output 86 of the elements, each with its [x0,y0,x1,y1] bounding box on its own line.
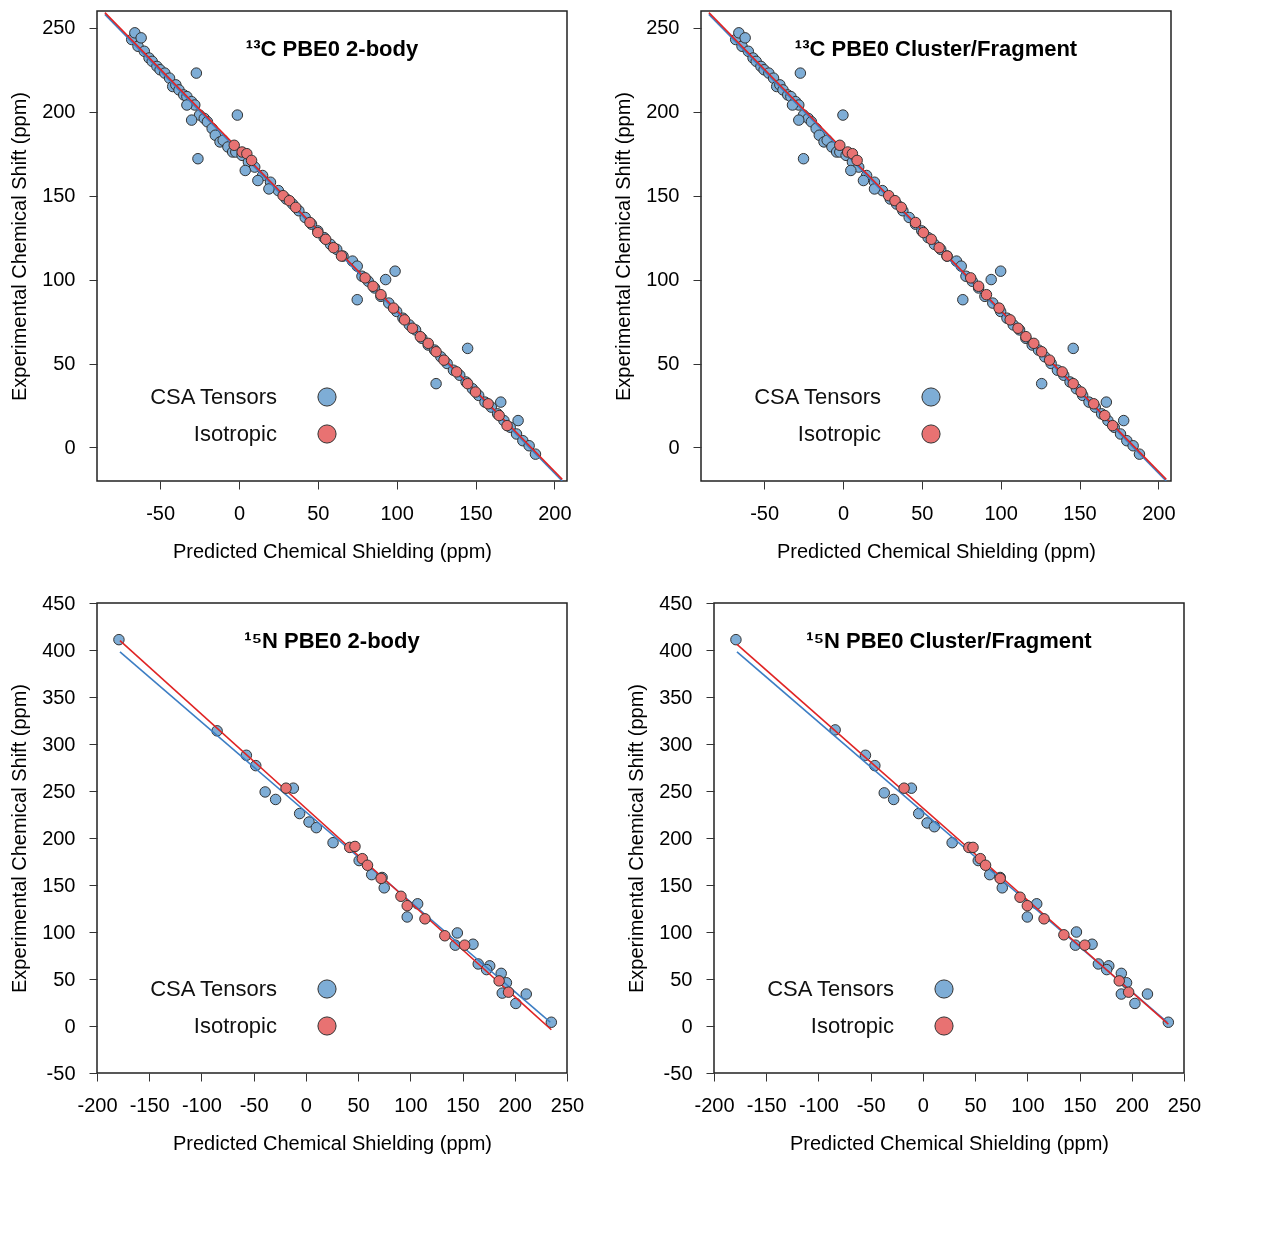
y-tick-label: 400 [659,638,693,661]
legend-label: CSA Tensors [754,384,881,409]
y-tick-label: 350 [659,685,693,708]
y-tick-label: -50 [46,1061,76,1084]
y-tick-label: 0 [64,435,76,458]
legend-label: Isotropic [810,1013,894,1038]
x-tick-label: 0 [837,501,850,524]
text: ¹⁵N PBE0 2-body [244,628,421,653]
x-tick-label: -50 [750,501,780,524]
y-tick-label: 50 [657,352,680,374]
x-tick-label: 150 [446,1093,480,1116]
y-tick-label: 300 [659,732,693,755]
y-tick-label: 100 [42,920,76,943]
x-tick-label: 50 [307,501,330,524]
x-tick-label: 200 [538,501,572,524]
x-tick-label: 150 [1063,1093,1097,1116]
y-tick-label: 300 [42,732,76,755]
y-tick-label: 100 [42,268,76,291]
y-tick-label: 450 [659,591,693,614]
legend-label: Isotropic [797,421,881,446]
x-tick-label: 150 [459,501,493,524]
y-tick-label: 0 [681,1014,693,1037]
x-tick-label: 200 [498,1093,532,1116]
x-tick-label: 0 [233,501,246,524]
x-axis-title: Predicted Chemical Shielding (ppm) [172,539,493,562]
x-tick-label: 200 [1115,1093,1149,1116]
x-tick-label: 150 [1063,501,1097,524]
x-tick-label: -200 [694,1093,735,1116]
y-tick-label: 150 [659,873,693,896]
y-tick-label: 100 [659,920,693,943]
x-tick-label: 200 [1142,501,1176,524]
y-tick-label: 150 [646,184,680,207]
x-tick-label: 50 [911,501,934,524]
x-tick-label: 100 [984,501,1018,524]
y-tick-label: -50 [663,1061,693,1084]
y-tick-label: 50 [670,967,693,990]
x-axis-title: Predicted Chemical Shielding (ppm) [172,1131,493,1154]
x-axis-title: Predicted Chemical Shielding (ppm) [789,1131,1110,1154]
y-axis-title: Experimental Chemical Shift (ppm) [8,684,31,993]
y-tick-label: 150 [42,184,76,207]
y-tick-label: 400 [42,638,76,661]
y-axis-title: Experimental Chemical Shift (ppm) [8,92,31,401]
x-tick-label: -200 [77,1093,118,1116]
x-tick-label: -50 [146,501,176,524]
x-tick-label: -100 [798,1093,839,1116]
y-tick-label: 200 [42,100,76,123]
legend-label: CSA Tensors [150,384,277,409]
y-tick-label: 150 [42,873,76,896]
y-tick-label: 0 [64,1014,76,1037]
x-tick-label: -150 [129,1093,170,1116]
y-tick-label: 450 [42,591,76,614]
y-tick-label: 250 [42,16,76,39]
x-tick-label: -150 [746,1093,787,1116]
text: ¹³C PBE0 Cluster/Fragment [794,36,1078,61]
x-tick-label: 100 [380,501,414,524]
legend-label: CSA Tensors [150,976,277,1001]
text: ¹⁵N PBE0 Cluster/Fragment [806,628,1093,653]
x-tick-label: 50 [347,1093,370,1116]
x-tick-label: 0 [917,1093,929,1116]
y-tick-label: 200 [646,100,680,123]
y-tick-label: 0 [668,435,680,458]
y-axis-title: Experimental Chemical Shift (ppm) [625,684,648,993]
x-tick-label: -50 [856,1093,886,1116]
x-tick-label: 100 [1011,1093,1045,1116]
y-tick-label: 200 [42,826,76,849]
legend-label: CSA Tensors [767,976,894,1001]
y-tick-label: 50 [53,967,76,990]
x-tick-label: 0 [300,1093,312,1116]
y-tick-label: 100 [646,268,680,291]
text: ¹³C PBE0 2-body [245,36,419,61]
y-tick-label: 200 [659,826,693,849]
x-tick-label: 100 [394,1093,428,1116]
x-axis-title: Predicted Chemical Shielding (ppm) [776,539,1097,562]
x-tick-label: -50 [239,1093,269,1116]
x-tick-label: 50 [964,1093,987,1116]
legend-label: Isotropic [193,421,277,446]
y-tick-label: 250 [659,779,693,802]
y-tick-label: 250 [42,779,76,802]
y-tick-label: 50 [53,352,76,374]
y-tick-label: 250 [646,16,680,39]
x-tick-label: 250 [550,1093,585,1116]
x-tick-label: -100 [181,1093,222,1116]
x-tick-label: 250 [1167,1093,1202,1116]
legend-label: Isotropic [193,1013,277,1038]
y-tick-label: 350 [42,685,76,708]
y-axis-title: Experimental Chemical Shift (ppm) [612,92,635,401]
